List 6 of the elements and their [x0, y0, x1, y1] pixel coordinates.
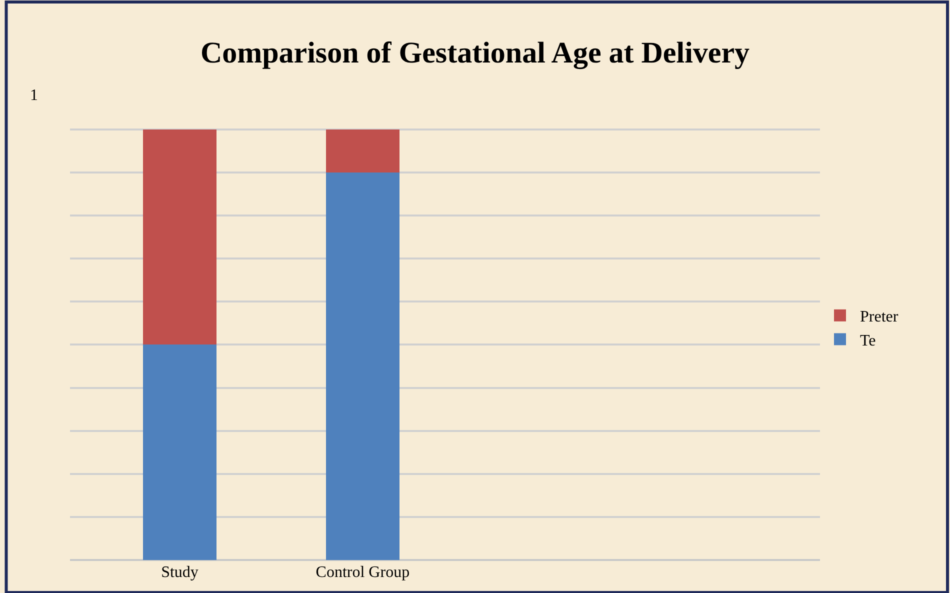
text: 1 — [30, 87, 38, 104]
legend-label: Te — [860, 332, 876, 350]
chart-title: Comparison of Gestational Age at Delivery — [200, 36, 750, 70]
x-tick-label: Study — [161, 564, 198, 581]
x-tick-label: Control Group — [316, 564, 410, 581]
legend-label: Preter — [860, 308, 899, 326]
